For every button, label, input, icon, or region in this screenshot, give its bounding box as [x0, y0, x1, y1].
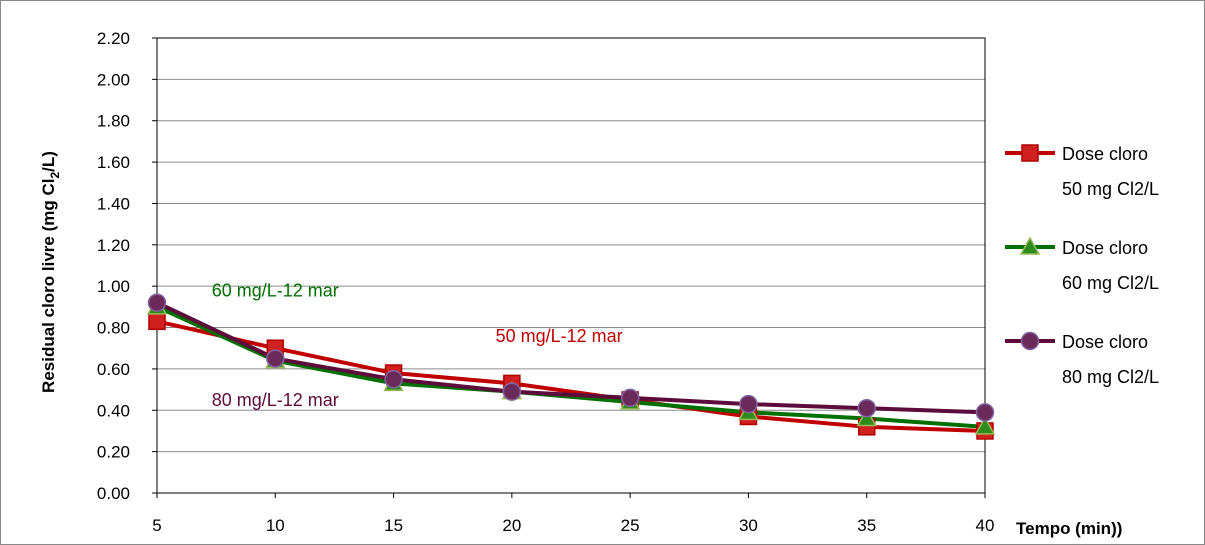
plot-area-frame [156, 37, 986, 494]
data-point [1020, 331, 1040, 351]
y-tick-label: 0.80 [97, 319, 130, 338]
y-tick-label: 0.60 [97, 360, 130, 379]
y-tick-label: 0.20 [97, 443, 130, 462]
data-point [975, 403, 995, 422]
x-tick-label: 10 [266, 516, 285, 535]
legend-label: Dose cloro [1062, 332, 1148, 352]
data-point [147, 293, 167, 312]
data-point [1019, 236, 1041, 255]
x-tick-label: 20 [502, 516, 521, 535]
series-line [156, 319, 986, 433]
data-point [857, 398, 876, 418]
x-tick-label: 5 [152, 516, 161, 535]
data-point [502, 382, 522, 401]
data-point [974, 416, 996, 435]
y-tick-label: 2.00 [97, 70, 130, 89]
x-axis-label: Tempo (min)) [1016, 519, 1122, 538]
x-tick-label: 30 [739, 516, 758, 535]
legend-label: 50 mg Cl2/L [1062, 179, 1159, 199]
y-tick-label: 0.40 [97, 401, 130, 420]
y-axis-label: Residual cloro livre (mg Cl2/L) [39, 151, 62, 393]
x-axis-ticks: 5 10 15 20 25 30 35 40 [152, 493, 994, 535]
series-line [156, 300, 986, 415]
data-point [620, 388, 640, 408]
y-tick-label: 0.00 [97, 484, 130, 503]
y-axis-ticks: 0.00 0.20 0.40 0.60 0.80 1.00 1.20 1.40 1.60 1.80… [97, 29, 157, 503]
data-point [739, 394, 758, 414]
data-point [856, 408, 877, 427]
data-point [1021, 144, 1039, 162]
y-tick-label: 1.80 [97, 112, 130, 131]
data-point [148, 312, 166, 331]
y-tick-label: 1.00 [97, 277, 130, 296]
legend: Dose cloro 50 mg Cl2/L Dose cloro 60 mg Cl2… [1005, 144, 1159, 387]
x-tick-label: 15 [384, 516, 403, 535]
y-tick-label: 2.20 [97, 29, 130, 48]
annotation-label: 60 mg/L-12 mar [212, 281, 339, 301]
x-tick-label: 35 [857, 516, 876, 535]
x-tick-label: 40 [976, 516, 995, 535]
y-tick-label: 1.60 [97, 153, 130, 172]
series-group [146, 293, 996, 440]
series-line [156, 305, 986, 429]
legend-label: 60 mg Cl2/L [1062, 273, 1159, 293]
x-tick-label: 25 [621, 516, 640, 535]
legend-label: 80 mg Cl2/L [1062, 367, 1159, 387]
y-tick-label: 1.20 [97, 236, 130, 255]
legend-label: Dose cloro [1062, 238, 1148, 258]
annotation-label: 50 mg/L-12 mar [496, 326, 623, 346]
annotation-label: 80 mg/L-12 mar [212, 390, 339, 410]
annotations: 60 mg/L-12 mar 50 mg/L-12 mar 80 mg/L-12 m… [212, 281, 623, 411]
legend-label: Dose cloro [1062, 144, 1148, 164]
data-point [266, 349, 285, 368]
data-point [384, 370, 403, 389]
y-tick-label: 1.40 [97, 194, 130, 213]
